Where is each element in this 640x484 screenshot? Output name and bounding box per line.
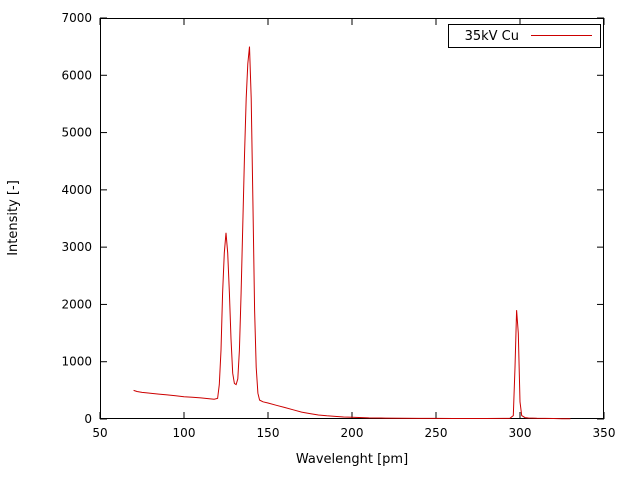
- legend-label: 35kV Cu: [465, 29, 519, 44]
- y-tick-label: 0: [84, 412, 92, 426]
- legend-box: [448, 24, 601, 48]
- y-tick-label: 4000: [61, 183, 92, 197]
- y-tick-labels: 0 1000 2000 3000 4000 5000 6000 7000: [61, 11, 92, 426]
- x-tick-labels: 50 100 150 200 250 300 350: [92, 426, 615, 440]
- y-tick-label: 3000: [61, 240, 92, 254]
- x-tick-label: 250: [425, 426, 448, 440]
- x-axis-ticks: [99, 18, 605, 419]
- y-tick-label: 5000: [61, 126, 92, 140]
- legend: 35kV Cu: [448, 24, 601, 48]
- series-group: [133, 46, 571, 420]
- y-tick-label: 1000: [61, 355, 92, 369]
- x-axis-label: Wavelenght [pm]: [296, 452, 408, 467]
- series-line: [133, 46, 571, 420]
- x-tick-label: 150: [257, 426, 280, 440]
- x-tick-label: 350: [593, 426, 616, 440]
- y-axis-ticks: [100, 17, 604, 420]
- plot-border: [100, 18, 604, 419]
- x-tick-label: 100: [173, 426, 196, 440]
- y-axis-label: Intensity [-]: [6, 180, 21, 256]
- y-tick-label: 7000: [61, 11, 92, 25]
- x-tick-label: 200: [341, 426, 364, 440]
- x-tick-label: 50: [92, 426, 107, 440]
- y-tick-label: 2000: [61, 297, 92, 311]
- y-tick-label: 6000: [61, 68, 92, 82]
- x-tick-label: 300: [509, 426, 532, 440]
